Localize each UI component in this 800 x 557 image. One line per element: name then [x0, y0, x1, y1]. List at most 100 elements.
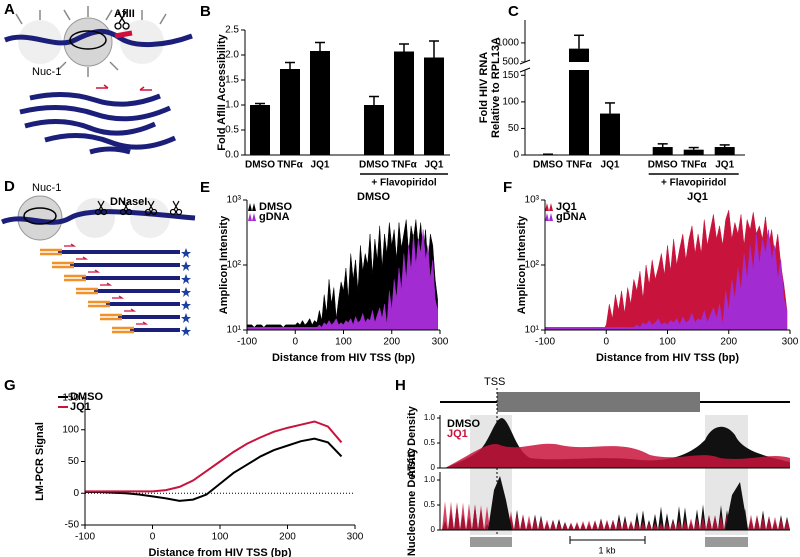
legend-swatch: [545, 203, 553, 211]
dna-fragments: [19, 91, 177, 155]
star: [181, 300, 191, 310]
y-axis-label: Fold AflII Accessibility: [216, 33, 228, 150]
star: [181, 313, 191, 323]
panel-letter: H: [395, 377, 406, 394]
y-tick-label: 10¹: [227, 325, 242, 336]
y-tick-label: 0: [431, 463, 436, 472]
axis-label: ATAC Density: [406, 405, 418, 478]
x-tick-label: DMSO: [245, 160, 275, 171]
group-label: + Flavopiridol: [371, 178, 437, 189]
y-tick-label: 10³: [227, 195, 242, 206]
x-tick-label: 300: [782, 337, 799, 348]
axis-break: [519, 62, 745, 70]
x-axis-label: Distance from HIV TSS (bp): [272, 352, 415, 364]
scissors: [94, 200, 183, 216]
arrow: [64, 243, 77, 247]
arrow: [100, 282, 113, 286]
x-tick-label: 100: [212, 532, 229, 543]
dna-loop: [69, 30, 107, 50]
bar: [652, 147, 673, 155]
nucleosome-label: Nuc-1: [32, 182, 61, 194]
atac-jq1: [445, 443, 790, 468]
nucleosome-track: [442, 476, 790, 530]
y-tick-label: 1.0: [225, 100, 239, 111]
x-tick-label: 0: [150, 532, 156, 543]
y-tick-label: -50: [65, 520, 80, 531]
x-tick-label: 100: [659, 337, 676, 348]
y-tick-label: 2.5: [225, 25, 239, 36]
primer: [76, 287, 98, 295]
y-tick-label: 1000: [497, 38, 520, 49]
region: [470, 537, 512, 547]
x-tick-label: -100: [75, 532, 95, 543]
legend-label: gDNA: [556, 211, 587, 223]
panel-letter: C: [508, 3, 519, 20]
chart-title: JQ1: [687, 191, 708, 203]
y-tick-label: 10¹: [525, 325, 540, 336]
y-tick-label: 10²: [525, 260, 540, 271]
x-tick-label: TNFα: [277, 160, 303, 171]
x-tick-label: 200: [720, 337, 737, 348]
arrow: [124, 308, 137, 312]
nucleosome: [130, 198, 170, 238]
nucleosome-peak: [488, 476, 512, 530]
enzyme-label: AflII: [114, 8, 135, 20]
arrow: [136, 321, 149, 325]
site: [114, 30, 133, 39]
tss-label: TSS: [484, 376, 505, 388]
bar: [250, 105, 270, 155]
x-tick-label: DMSO: [533, 160, 563, 171]
nucleosome-signal: [442, 501, 790, 530]
y-tick-label: 0.5: [424, 500, 436, 509]
x-tick-label: JQ1: [425, 160, 444, 171]
region: [705, 537, 748, 547]
x-tick-label: DMSO: [648, 160, 678, 171]
arrow: [76, 256, 89, 260]
y-axis-label: Fold HIV RNA: [478, 52, 490, 124]
x-axis-label: Distance from HIV TSS (bp): [596, 352, 739, 364]
histone-tails: [15, 6, 167, 77]
y-axis-label: Relative to RPL13A: [490, 37, 502, 138]
legend-label: DMSO: [259, 201, 292, 213]
primer: [88, 300, 110, 308]
line: [85, 420, 343, 493]
x-tick-label: TNFα: [391, 160, 417, 171]
panel-letter: E: [200, 179, 210, 196]
legend-label: gDNA: [259, 211, 290, 223]
y-axis-label: LM-PCR Signal: [34, 422, 46, 501]
legend-label: JQ1: [70, 401, 91, 413]
primer: [40, 248, 62, 256]
bar: [280, 69, 300, 155]
area: [544, 229, 788, 331]
primer: [100, 313, 122, 321]
dna-loop: [23, 207, 57, 225]
x-tick-label: -100: [237, 337, 257, 348]
panel-letter: A: [4, 1, 15, 18]
y-tick-label: 50: [68, 456, 80, 467]
star: [181, 274, 191, 284]
arrow: [88, 269, 101, 273]
panel-d: D Nuc-1 DNaseI: [1, 178, 196, 336]
x-tick-label: 0: [603, 337, 609, 348]
nucleosome-label: Nuc-1: [32, 66, 61, 78]
y-tick-label: 0: [73, 488, 79, 499]
y-tick-label: 0: [513, 150, 519, 161]
y-tick-label: 0.5: [225, 125, 239, 136]
y-tick-label: 1.0: [424, 475, 436, 484]
panel-letter: B: [200, 3, 211, 20]
scale-label: 1 kb: [598, 545, 615, 555]
y-tick-label: 150: [502, 70, 519, 81]
y-tick-label: 0.0: [225, 150, 239, 161]
x-tick-label: JQ1: [601, 160, 620, 171]
primers: [96, 84, 152, 91]
panel-letter: G: [4, 377, 16, 394]
x-tick-label: 200: [383, 337, 400, 348]
x-tick-label: DMSO: [359, 160, 389, 171]
group-label: + Flavopiridol: [661, 178, 727, 189]
primer: [64, 274, 86, 282]
y-tick-label: 50: [508, 123, 520, 134]
panel-h: H TSS DMSO JQ1 ATAC Density Nucleosome D…: [395, 376, 790, 556]
bar: [600, 113, 620, 155]
nucleosome: [75, 198, 115, 238]
